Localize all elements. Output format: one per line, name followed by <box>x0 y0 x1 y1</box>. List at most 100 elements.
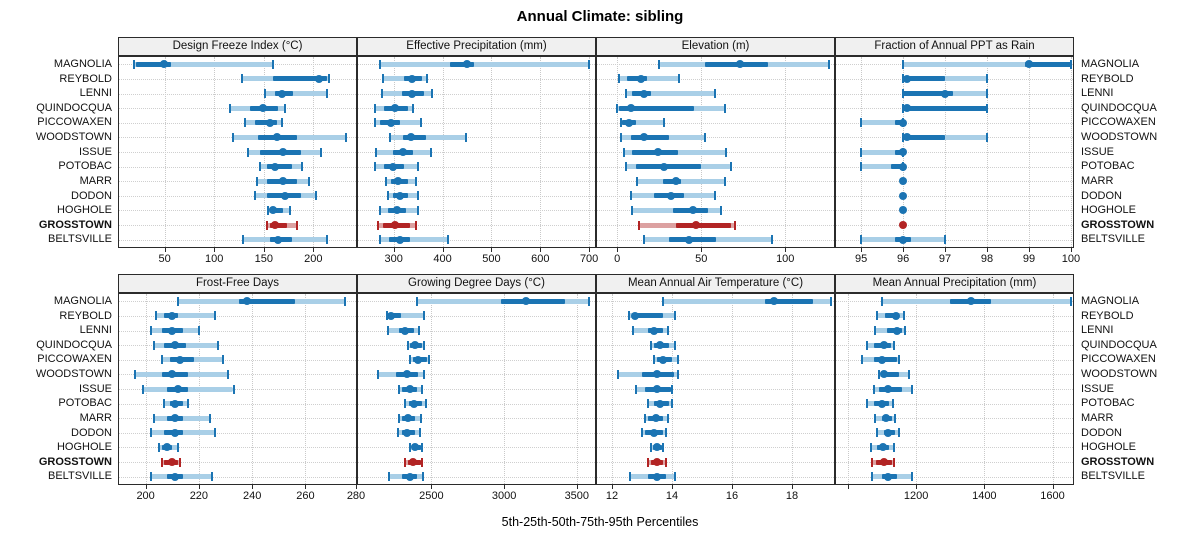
whisker-cap-95th <box>411 103 414 113</box>
row-leader-line <box>597 389 834 390</box>
row-leader-line <box>836 225 1073 227</box>
whisker-cap-5th <box>644 413 646 423</box>
whisker-cap-95th <box>464 132 467 142</box>
row-leader-line <box>358 93 595 95</box>
axis-tick-label: 280 <box>346 490 366 502</box>
whisker-cap-5th <box>376 369 379 379</box>
axis-tick-label: 100 <box>1061 253 1081 265</box>
median-dot <box>688 206 697 215</box>
median-dot <box>899 206 908 215</box>
row-label-left: WOODSTOWN <box>35 131 112 144</box>
whisker-cap-95th <box>725 147 728 157</box>
whisker-cap-95th <box>216 340 219 350</box>
row-leader-line <box>836 374 1073 376</box>
axis-tick-mark <box>198 485 200 489</box>
row-leader-line <box>836 389 1073 390</box>
whisker-cap-95th <box>419 118 422 128</box>
axis-tick-mark <box>792 485 793 489</box>
row-leader-line <box>119 210 356 212</box>
whisker-cap-95th <box>986 89 988 99</box>
whisker-cap-5th <box>155 311 158 321</box>
row-label-right: WOODSTOWN <box>1081 368 1158 381</box>
whisker-cap-95th <box>892 442 895 452</box>
axis-tick-label: 100 <box>776 253 795 265</box>
whisker-cap-95th <box>213 311 216 321</box>
panel-plot-area <box>357 56 596 248</box>
axis-tick-mark <box>861 248 863 252</box>
median-dot <box>409 399 418 408</box>
median-dot <box>405 472 414 481</box>
median-dot <box>278 148 287 156</box>
median-dot <box>899 162 908 171</box>
iqr-bar-25-75 <box>894 120 904 126</box>
iqr-bar-25-75 <box>676 222 732 228</box>
whisker-cap-5th <box>408 442 411 452</box>
row-label-left: BELTSVILLE <box>48 233 112 246</box>
whisker-cap-95th <box>320 147 323 157</box>
row-label-left: DODON <box>71 426 112 439</box>
whisker-cap-5th <box>632 326 634 336</box>
iqr-bar-25-75 <box>894 149 904 155</box>
median-dot <box>407 89 416 98</box>
row-leader-line <box>119 345 356 347</box>
row-label-left: ISSUE <box>78 145 112 158</box>
row-leader-line <box>836 239 1073 241</box>
median-dot <box>630 311 639 320</box>
whisker-cap-95th <box>910 384 913 394</box>
axis-tick-label: 1200 <box>903 490 929 502</box>
whisker-cap-5th <box>396 428 399 438</box>
whisker-cap-95th <box>301 162 304 172</box>
whisker-band-5-95 <box>903 134 987 140</box>
axis-tick-label: 1400 <box>972 490 997 502</box>
axis-tick-mark <box>945 248 947 252</box>
whisker-cap-95th <box>179 457 182 467</box>
whisker-cap-5th <box>378 235 381 245</box>
whisker-cap-5th <box>176 296 179 306</box>
median-dot <box>656 399 664 408</box>
median-dot <box>270 221 279 230</box>
whisker-cap-5th <box>374 103 377 113</box>
whisker-cap-5th <box>902 59 905 69</box>
axis-tick-label: 12 <box>605 490 619 502</box>
row-leader-line <box>836 181 1073 183</box>
row-leader-line <box>597 447 834 449</box>
row-label-right: HOGHOLE <box>1081 204 1137 217</box>
whisker-band-5-95 <box>861 149 904 155</box>
whisker-cap-5th <box>662 296 664 306</box>
iqr-bar-25-75 <box>388 313 401 319</box>
panel-plot-area <box>118 56 357 248</box>
axis-tick-mark <box>612 485 613 489</box>
whisker-cap-5th <box>377 220 380 230</box>
median-dot <box>891 311 900 320</box>
median-dot <box>387 118 396 127</box>
median-dot <box>653 370 661 379</box>
whisker-cap-5th <box>871 472 874 482</box>
axis-tick-mark <box>356 485 357 489</box>
whisker-band-5-95 <box>389 134 466 140</box>
whisker-cap-5th <box>149 472 152 482</box>
whisker-cap-95th <box>420 442 423 452</box>
median-dot <box>278 177 287 186</box>
whisker-cap-5th <box>232 132 235 142</box>
axis-tick-label: 600 <box>531 253 550 265</box>
axis-tick-label: 150 <box>254 253 273 265</box>
row-leader-line <box>119 374 356 376</box>
axis-tick-mark <box>305 485 307 489</box>
row-label-right: GROSSTOWN <box>1081 455 1155 468</box>
iqr-bar-25-75 <box>266 164 292 170</box>
row-leader-line <box>119 195 356 197</box>
row-leader-line <box>836 418 1073 420</box>
axis-tick-label: 18 <box>785 490 799 502</box>
median-dot <box>389 162 398 171</box>
whisker-cap-95th <box>211 472 214 482</box>
iqr-bar-25-75 <box>903 91 954 97</box>
whisker-cap-5th <box>265 220 268 230</box>
whisker-cap-95th <box>271 59 274 69</box>
whisker-band-5-95 <box>142 386 234 392</box>
whisker-cap-95th <box>713 191 716 201</box>
median-dot <box>653 472 661 481</box>
row-leader-line <box>836 152 1073 153</box>
row-label-right: MAGNOLIA <box>1081 295 1140 307</box>
median-dot <box>893 326 902 335</box>
iqr-bar-25-75 <box>238 298 295 304</box>
